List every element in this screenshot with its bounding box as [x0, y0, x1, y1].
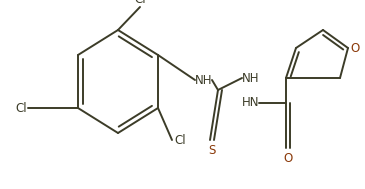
Text: NH: NH	[195, 74, 212, 87]
Text: O: O	[350, 42, 359, 54]
Text: Cl: Cl	[134, 0, 146, 6]
Text: S: S	[208, 144, 216, 157]
Text: Cl: Cl	[15, 101, 27, 115]
Text: Cl: Cl	[174, 133, 186, 146]
Text: O: O	[283, 152, 293, 165]
Text: NH: NH	[242, 71, 260, 84]
Text: HN: HN	[242, 97, 260, 109]
